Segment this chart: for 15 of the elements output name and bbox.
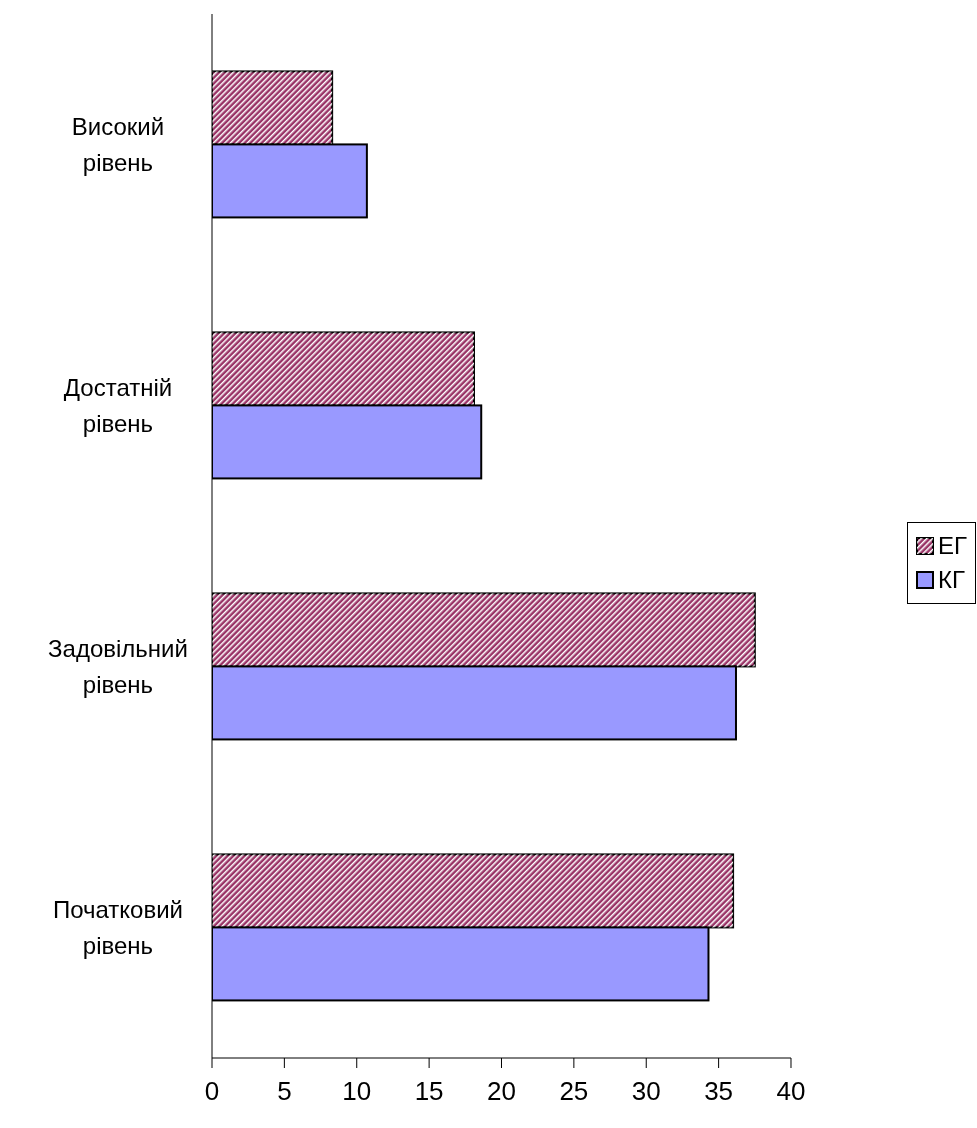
legend-label: КГ xyxy=(937,565,965,595)
y-tick-label: Високий рівень xyxy=(71,112,165,176)
x-tick-label: 20 xyxy=(487,1076,516,1107)
x-tick-label: 25 xyxy=(559,1076,589,1107)
y-tick-label: Задовільний рівень xyxy=(48,634,188,698)
legend-label: ЕГ xyxy=(937,531,967,561)
y-tick-label: Достатній рівень xyxy=(63,373,173,437)
x-tick-label: 40 xyxy=(776,1076,806,1107)
x-tick-label: 0 xyxy=(204,1076,220,1107)
x-tick-label: 5 xyxy=(277,1076,292,1107)
x-tick-label: 10 xyxy=(342,1076,372,1107)
x-tick-label: 35 xyxy=(704,1076,734,1107)
x-tick-label: 15 xyxy=(414,1076,444,1107)
x-tick-label: 30 xyxy=(631,1076,661,1107)
y-tick-label: Початковий рівень xyxy=(52,895,184,959)
